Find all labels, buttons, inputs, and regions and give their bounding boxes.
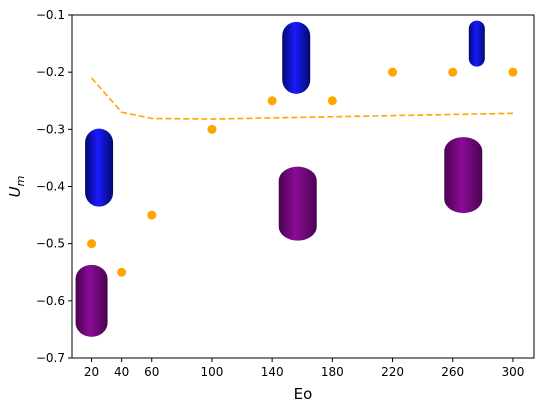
y-tick-label: −0.3 [36,122,65,136]
y-axis-label-main: U [6,186,24,197]
x-tick-label: 20 [84,365,99,379]
data-point [267,96,277,106]
x-tick-label: 300 [501,365,524,379]
x-tick-label: 220 [381,365,404,379]
bubble-image-purple-4 [444,137,483,214]
x-tick-label: 140 [261,365,284,379]
bubble-image-purple-0 [75,264,108,337]
bubble-image-blue-1 [85,128,114,207]
x-tick-label: 180 [321,365,344,379]
bubble-image-purple-2 [278,166,317,241]
x-tick-label: 260 [441,365,464,379]
y-axis-label-subscript: m [14,176,27,187]
bubble-images [75,20,485,337]
y-tick-label: −0.7 [36,351,65,365]
data-point [87,239,97,249]
data-point [388,67,398,77]
y-tick-label: −0.1 [36,8,65,22]
data-point [117,267,127,277]
data-point [207,124,217,134]
bubble-image-blue-5 [468,20,485,67]
y-tick-label: −0.2 [36,65,65,79]
x-tick-label: 40 [114,365,129,379]
x-tick-label: 60 [144,365,159,379]
dashed-fit-line [90,77,513,120]
y-axis-label: Um [6,176,27,198]
data-point [327,96,337,106]
data-point [508,67,518,77]
y-axis-ticks: −0.1 −0.2 −0.3 −0.4 −0.5 −0.6 −0.7 [36,8,72,365]
series [87,67,518,277]
y-tick-label: −0.5 [36,237,65,251]
x-axis-label: Eo [294,385,313,403]
x-axis-ticks: 20 40 60 100 140 180 220 260 300 [84,358,524,379]
y-tick-label: −0.6 [36,294,65,308]
bubble-image-blue-3 [282,21,311,94]
y-tick-label: −0.4 [36,180,65,194]
data-point [147,210,157,220]
data-point [448,67,458,77]
x-tick-label: 100 [201,365,224,379]
